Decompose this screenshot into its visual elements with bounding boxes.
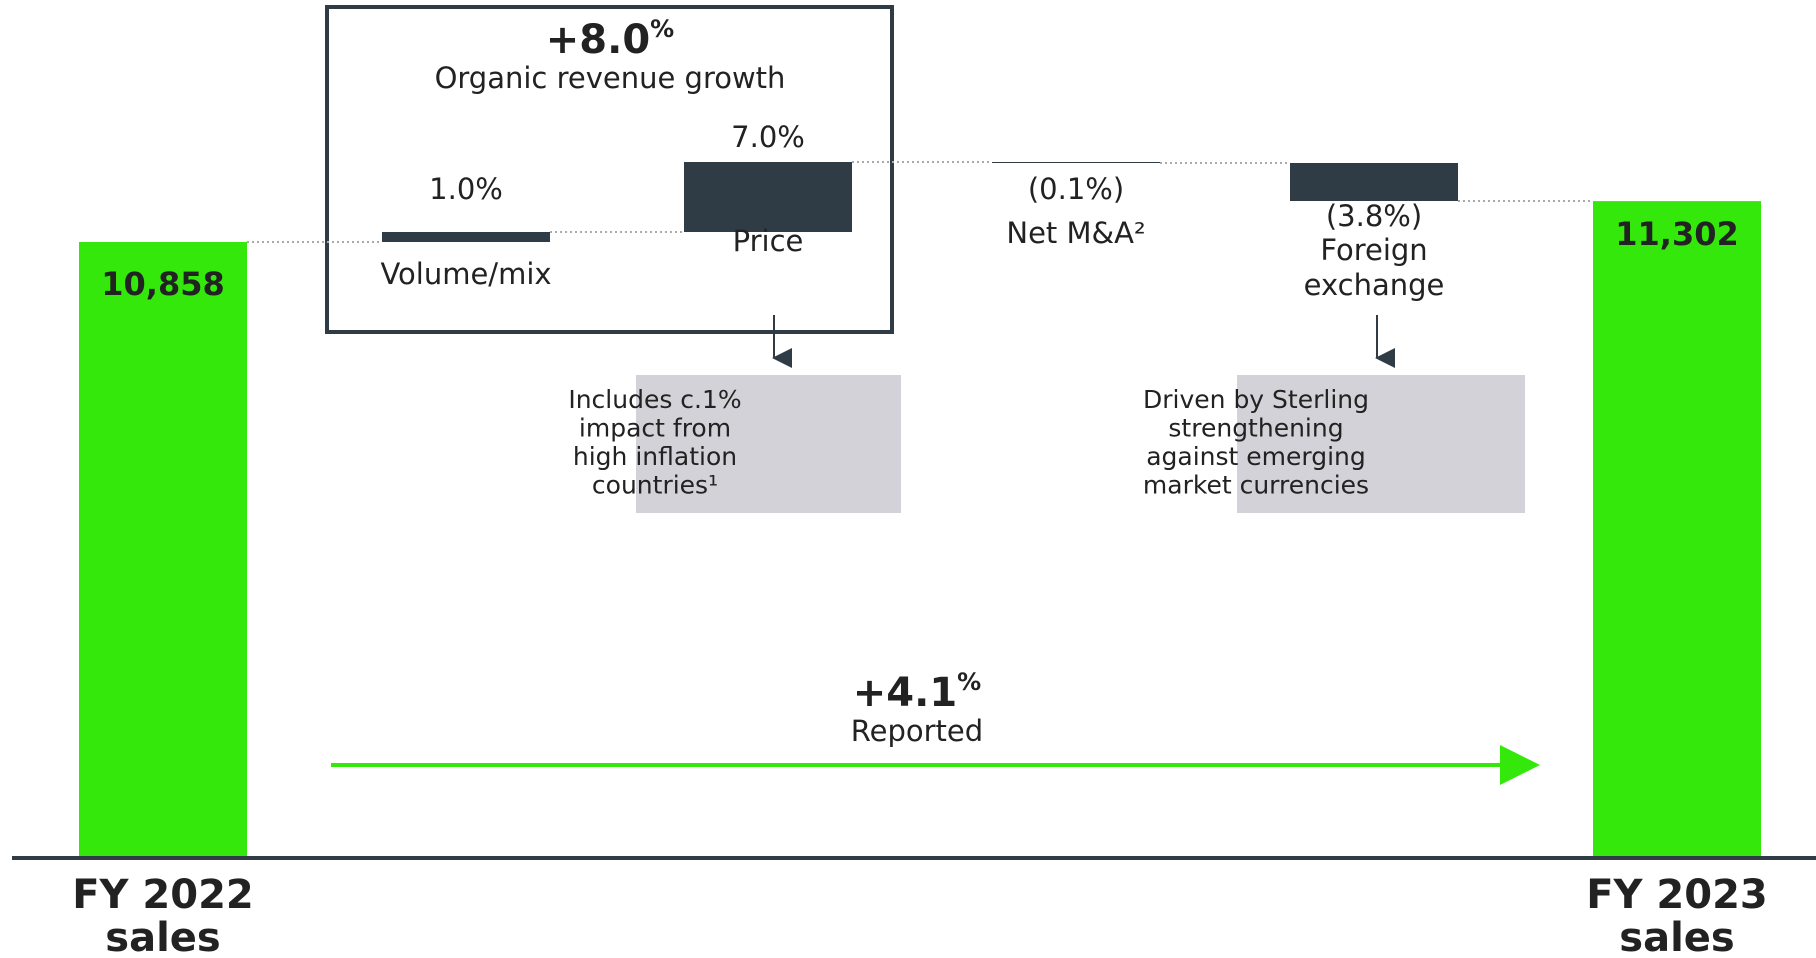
category-label: FY 2022 sales	[72, 872, 254, 958]
note-text: Driven by Sterling	[1143, 385, 1369, 414]
total-bar	[79, 242, 247, 856]
organic-box	[325, 5, 894, 334]
category-label: Net M&A²	[1006, 216, 1145, 250]
reported-label: Reported	[851, 714, 983, 748]
step-bar	[382, 232, 550, 242]
category-label: Foreign exchange	[1304, 233, 1445, 302]
value-label: 11,302	[1615, 215, 1738, 253]
value-label: 1.0%	[429, 172, 503, 206]
category-label: FY 2023 sales	[1586, 872, 1768, 958]
category-label: Price	[733, 224, 804, 258]
note-text: strengthening	[1168, 414, 1343, 443]
note-text: Includes c.1%	[568, 385, 741, 414]
note-text: countries¹	[592, 471, 718, 500]
note-box	[636, 375, 901, 513]
total-bar	[1593, 201, 1761, 856]
note-box	[1237, 375, 1525, 513]
value-label: 10,858	[101, 265, 224, 303]
category-label: Volume/mix	[380, 257, 551, 291]
note-text: against emerging	[1146, 442, 1366, 471]
note-text: high inflation	[573, 442, 737, 471]
step-bar	[1290, 163, 1458, 201]
note-text: market currencies	[1143, 471, 1369, 500]
organic-value: +8.0%	[546, 15, 674, 63]
step-bar	[684, 162, 852, 232]
value-label: (3.8%)	[1326, 199, 1422, 233]
organic-label: Organic revenue growth	[435, 61, 786, 95]
step-bar	[992, 162, 1160, 163]
note-text: impact from	[579, 414, 731, 443]
reported-value: +4.1%	[853, 668, 981, 716]
value-label: (0.1%)	[1028, 172, 1124, 206]
value-label: 7.0%	[731, 120, 805, 154]
